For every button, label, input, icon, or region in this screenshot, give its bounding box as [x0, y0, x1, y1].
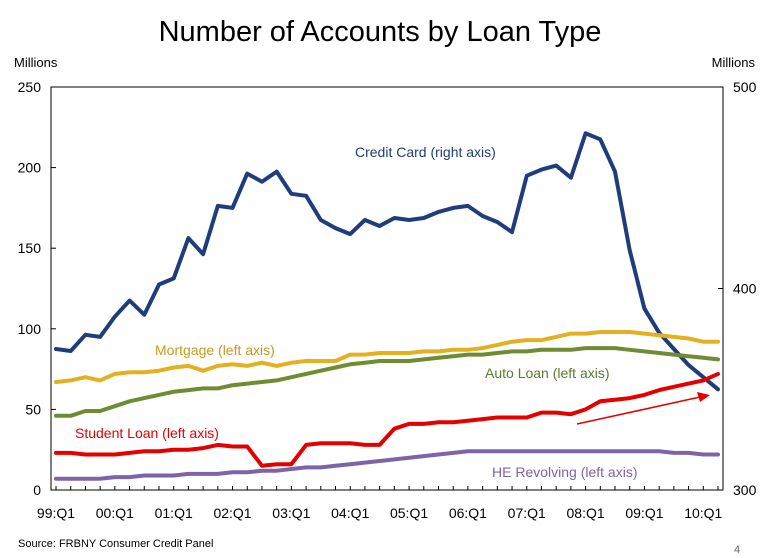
right-tick-label-2: 500	[733, 79, 757, 95]
x-tick-label-11: 10:Q1	[684, 505, 722, 521]
left-tick-label-3: 150	[18, 240, 42, 256]
auto-loan-label: Auto Loan (left axis)	[485, 365, 610, 381]
left-tick-label-2: 100	[18, 321, 42, 337]
student-loan-label: Student Loan (left axis)	[75, 425, 219, 441]
left-axis-unit: Millions	[14, 55, 58, 70]
left-tick-label-4: 200	[18, 160, 42, 176]
left-tick-label-1: 50	[25, 401, 41, 417]
he-revolving-label: HE Revolving (left axis)	[492, 464, 638, 480]
x-tick-label-1: 00:Q1	[96, 505, 134, 521]
page-number: 4	[734, 544, 741, 556]
x-tick-label-4: 03:Q1	[272, 505, 310, 521]
x-tick-label-10: 09:Q1	[625, 505, 663, 521]
series-lines	[54, 131, 720, 481]
credit-card-label: Credit Card (right axis)	[355, 144, 496, 160]
x-tick-label-7: 06:Q1	[449, 505, 487, 521]
series-line-0	[54, 131, 720, 392]
right-axis-unit: Millions	[712, 55, 756, 70]
x-axis-ticks: 99:Q1 00:Q1 01:Q1 02:Q1 03:Q1 04:Q1 05:Q1 06:Q1…	[37, 486, 723, 521]
series-line-1	[54, 330, 720, 384]
series-line-2	[54, 346, 720, 418]
x-tick-label-9: 08:Q1	[567, 505, 605, 521]
source-note: Source: FRBNY Consumer Credit Panel	[18, 538, 214, 550]
trend-arrow	[576, 392, 710, 425]
series-line-4	[54, 449, 720, 481]
series-line-3	[54, 371, 720, 468]
left-tick-label-5: 250	[18, 79, 42, 95]
left-axis-ticks: 0 50 100 150 200 250	[18, 79, 56, 498]
x-tick-label-8: 07:Q1	[508, 505, 546, 521]
x-tick-label-5: 04:Q1	[331, 505, 369, 521]
mortgage-label: Mortgage (left axis)	[155, 342, 275, 358]
x-tick-label-3: 02:Q1	[213, 505, 251, 521]
right-tick-label-0: 300	[733, 482, 757, 498]
left-tick-label-0: 0	[33, 482, 41, 498]
x-tick-label-6: 05:Q1	[390, 505, 428, 521]
right-tick-label-1: 400	[733, 281, 757, 297]
x-tick-label-0: 99:Q1	[37, 505, 75, 521]
x-tick-label-2: 01:Q1	[155, 505, 193, 521]
right-axis-ticks: 300 400 500	[718, 79, 757, 498]
chart-title: Number of Accounts by Loan Type	[159, 16, 602, 48]
